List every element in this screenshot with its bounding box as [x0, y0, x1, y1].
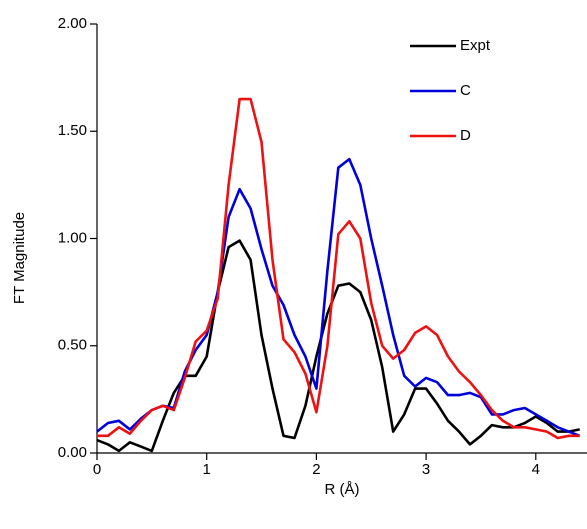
x-axis-label: R (Å)	[325, 481, 360, 498]
x-tick-label: 0	[93, 461, 101, 478]
series-line	[96, 157, 581, 438]
series-line	[97, 97, 580, 440]
y-axis-label: FT Magnitude	[11, 212, 28, 304]
legend-label: D	[460, 127, 471, 144]
y-tick-label: 2.00	[58, 15, 87, 32]
x-tick-label: 3	[422, 461, 430, 478]
legend-label: Expt	[460, 37, 491, 54]
series-line	[96, 239, 580, 453]
y-tick-label: 0.00	[58, 444, 87, 461]
x-tick-label: 4	[532, 461, 540, 478]
y-tick-label: 0.50	[58, 337, 87, 354]
y-tick-label: 1.00	[58, 229, 87, 246]
x-tick-label: 1	[203, 461, 211, 478]
x-tick-label: 2	[312, 461, 320, 478]
y-tick-label: 1.50	[58, 122, 87, 139]
legend-label: C	[460, 82, 471, 99]
